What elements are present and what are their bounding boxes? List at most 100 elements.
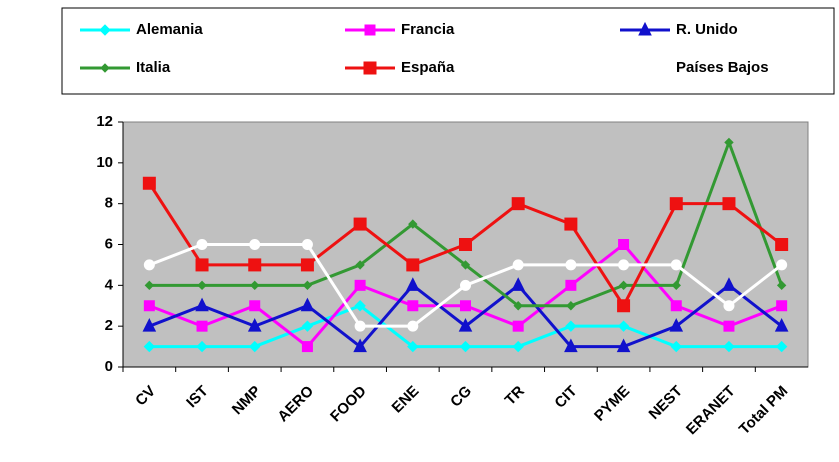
marker: [197, 280, 207, 291]
legend-label: Francia: [401, 21, 455, 38]
legend-label: Alemania: [136, 21, 203, 38]
marker: [405, 277, 420, 291]
x-tick-label: NMP: [229, 383, 265, 419]
x-tick-label: TR: [502, 382, 528, 408]
marker: [616, 338, 631, 353]
marker: [722, 277, 736, 291]
marker: [723, 340, 735, 353]
legend-entry: Italia: [80, 59, 171, 76]
marker: [459, 340, 472, 353]
marker: [512, 340, 524, 353]
marker: [142, 176, 156, 190]
marker: [776, 280, 787, 291]
y-tick-label: 12: [96, 113, 113, 130]
marker: [511, 277, 526, 291]
y-tick-label: 8: [105, 195, 113, 212]
marker: [247, 318, 262, 332]
series: [143, 300, 788, 353]
marker: [775, 340, 788, 353]
marker: [564, 338, 578, 353]
marker: [565, 259, 577, 271]
marker: [617, 320, 630, 332]
x-tick-label: CIT: [551, 383, 580, 412]
marker: [776, 259, 788, 271]
series: [143, 239, 788, 353]
marker: [618, 280, 629, 291]
y-tick-label: 10: [96, 154, 113, 171]
series: [142, 176, 789, 313]
marker: [195, 297, 209, 312]
marker: [460, 279, 471, 291]
marker: [459, 238, 472, 251]
x-tick-label: ENE: [389, 383, 423, 417]
marker: [565, 320, 577, 332]
marker: [353, 217, 367, 231]
series: [144, 137, 787, 311]
marker: [670, 340, 682, 353]
marker: [248, 258, 262, 272]
marker: [638, 21, 652, 36]
marker: [249, 300, 261, 312]
y-tick-label: 0: [105, 358, 113, 375]
marker: [564, 217, 578, 231]
x-tick-label: NEST: [646, 383, 686, 423]
marker: [354, 279, 366, 291]
marker: [776, 300, 788, 312]
marker: [407, 320, 419, 332]
marker: [142, 318, 157, 332]
legend-entry: Países Bajos: [620, 59, 769, 76]
legend-entry: Francia: [345, 21, 455, 38]
marker: [669, 318, 684, 332]
x-tick-label: FOOD: [327, 383, 370, 426]
marker: [460, 300, 471, 312]
marker: [512, 259, 524, 271]
marker: [354, 300, 366, 312]
marker: [195, 258, 209, 272]
marker: [301, 320, 314, 332]
marker: [774, 318, 789, 332]
y-tick-label: 2: [105, 317, 113, 334]
x-tick-label: ERANET: [683, 383, 739, 439]
marker: [511, 197, 525, 211]
marker: [354, 320, 366, 332]
marker: [249, 340, 261, 353]
x-tick-label: CV: [132, 383, 159, 410]
series: [143, 239, 788, 332]
marker: [355, 260, 365, 270]
legend-label: España: [401, 59, 455, 76]
x-tick-label: IST: [183, 383, 212, 412]
marker: [670, 300, 682, 312]
legend-label: Países Bajos: [676, 59, 769, 76]
marker: [513, 301, 523, 311]
marker: [300, 297, 315, 312]
marker: [249, 239, 261, 250]
marker: [353, 338, 367, 353]
marker: [565, 279, 577, 291]
legend-box: [61, 7, 835, 95]
marker: [670, 259, 682, 271]
marker: [639, 62, 651, 74]
y-tick-label: 4: [105, 276, 114, 293]
x-tick-label: Total PM: [736, 383, 791, 438]
marker: [724, 137, 734, 148]
marker: [722, 197, 736, 211]
marker: [143, 259, 155, 271]
legend-label: R. Unido: [676, 21, 738, 38]
legend-entry: R. Unido: [620, 21, 738, 38]
marker: [196, 320, 208, 332]
marker: [250, 280, 260, 291]
marker: [408, 219, 418, 229]
marker: [143, 340, 156, 353]
marker: [301, 239, 313, 250]
marker: [196, 239, 208, 250]
marker: [300, 258, 314, 272]
legend-entry: España: [345, 59, 455, 76]
marker: [407, 340, 419, 353]
marker: [512, 320, 524, 332]
marker: [406, 258, 420, 272]
marker: [302, 280, 313, 291]
marker: [99, 24, 111, 36]
marker: [100, 63, 110, 73]
marker: [775, 238, 789, 251]
